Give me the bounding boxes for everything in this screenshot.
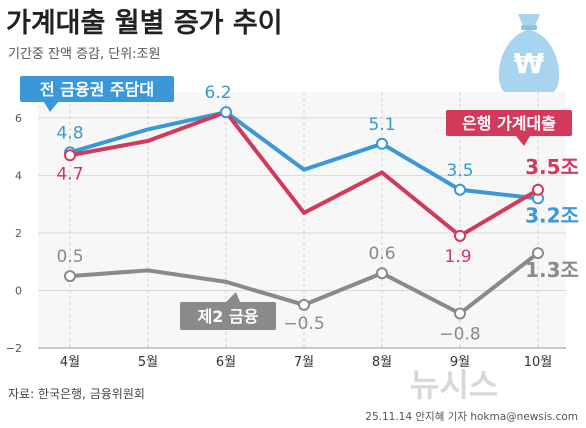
x-tick-label: 8월 — [372, 355, 392, 370]
data-label: 3.5조 — [525, 155, 579, 179]
data-label: 1.3조 — [525, 258, 579, 282]
x-tick-label: 10월 — [524, 355, 553, 370]
x-tick-label: 4월 — [60, 355, 80, 370]
data-label: 0.5 — [56, 247, 83, 267]
legend-pointer-2 — [226, 292, 240, 302]
legend-box-2 — [180, 302, 276, 330]
data-label: 1.9 — [444, 247, 471, 267]
data-point-marker — [220, 106, 232, 119]
data-point-marker — [376, 137, 388, 150]
data-point-marker — [532, 183, 544, 196]
data-label: −0.5 — [283, 314, 324, 334]
legend-label-2: 제2 금융 — [198, 307, 259, 326]
legend-label-0: 전 금융권 주담대 — [40, 80, 154, 99]
data-point-marker — [376, 267, 388, 280]
data-point-marker — [454, 307, 466, 320]
y-tick-label: 2 — [15, 227, 22, 240]
legend-pointer-1 — [516, 136, 530, 146]
source-text: 자료: 한국은행, 금융위원회 — [8, 386, 145, 401]
x-tick-label: 7월 — [294, 355, 314, 370]
chart-subtitle: 기간중 잔액 증감, 단위:조원 — [8, 47, 160, 62]
data-label: 3.5 — [446, 161, 473, 181]
data-point-marker — [454, 183, 466, 196]
chart-title: 가계대출 월별 증가 추이 — [6, 8, 283, 39]
x-tick-label: 9월 — [450, 355, 470, 370]
data-label: 4.8 — [56, 123, 83, 143]
data-label: −0.8 — [439, 324, 480, 344]
data-label: 3.2조 — [525, 203, 579, 227]
data-point-marker — [532, 247, 544, 260]
x-tick-label: 5월 — [138, 355, 158, 370]
data-label: 5.1 — [368, 115, 395, 135]
legend-box-1 — [446, 110, 572, 136]
x-tick-label: 6월 — [216, 355, 236, 370]
credit-text: 25.11.14 안지혜 기자 hokma@newsis.com — [365, 411, 578, 423]
data-label: 6.2 — [204, 83, 231, 103]
data-point-marker — [64, 270, 76, 283]
data-point-marker — [64, 149, 76, 162]
data-label: 0.6 — [368, 244, 395, 264]
y-tick-label: 4 — [15, 169, 22, 182]
watermark: 뉴시스 — [410, 366, 498, 404]
data-point-marker — [454, 229, 466, 242]
y-tick-label: 0 — [15, 284, 22, 297]
legend-pointer-0 — [44, 102, 58, 112]
y-tick-label: −2 — [6, 342, 22, 355]
money-bag-won-icon: ₩ — [498, 14, 560, 94]
legend-box-0 — [20, 76, 174, 102]
legend-label-1: 은행 가계대출 — [462, 114, 556, 133]
data-label: 4.7 — [56, 164, 83, 184]
y-tick-label: 6 — [15, 112, 22, 125]
data-point-marker — [298, 298, 310, 311]
won-symbol: ₩ — [514, 47, 545, 80]
